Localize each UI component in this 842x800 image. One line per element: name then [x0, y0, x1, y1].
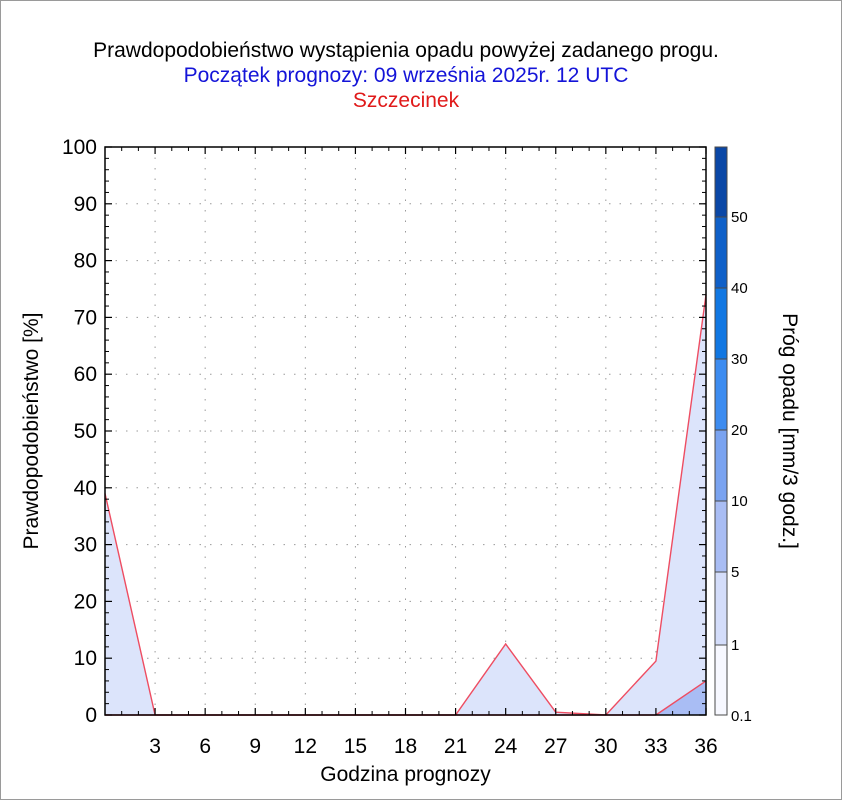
colorbar-tick-label: 1 — [731, 637, 739, 654]
x-tick-label: 3 — [149, 735, 161, 758]
y-tick-label: 0 — [85, 704, 97, 727]
x-tick-label: 21 — [444, 735, 467, 758]
y-tick-label: 100 — [62, 136, 97, 159]
colorbar-tick-label: 0.1 — [731, 708, 752, 725]
colorbar-segment — [715, 288, 727, 359]
colorbar-tick-label: 5 — [731, 564, 739, 581]
x-tick-label: 18 — [394, 735, 417, 758]
y-axis-title: Prawdopodobieństwo [%] — [20, 313, 43, 550]
x-tick-label: 30 — [594, 735, 617, 758]
colorbar-tick-labels: 0.1 1 5 10 20 30 40 50 — [731, 209, 752, 725]
grid-lines — [105, 147, 706, 715]
x-tick-label: 15 — [344, 735, 367, 758]
colorbar-tick-label: 30 — [731, 351, 748, 368]
chart-title: Prawdopodobieństwo wystąpienia opadu pow… — [93, 39, 719, 62]
x-axis-title: Godzina prognozy — [320, 763, 491, 786]
x-tick-label: 33 — [644, 735, 667, 758]
colorbar-tick-label: 40 — [731, 280, 748, 297]
y-tick-label: 90 — [74, 193, 97, 216]
x-tick-label: 6 — [199, 735, 211, 758]
y-tick-label: 50 — [74, 420, 97, 443]
y-tick-label: 80 — [74, 250, 97, 273]
y-tick-label: 70 — [74, 306, 97, 329]
colorbar-tick-label: 50 — [731, 209, 748, 226]
colorbar-segment — [715, 645, 727, 715]
x-tick-label: 27 — [544, 735, 567, 758]
x-tick-label: 12 — [294, 735, 317, 758]
y-tick-label: 60 — [74, 363, 97, 386]
chart-title-block: Prawdopodobieństwo wystąpienia opadu pow… — [0, 38, 812, 113]
x-tick-label: 24 — [494, 735, 518, 758]
colorbar-title: Próg opadu [mm/3 godz.] — [778, 313, 801, 549]
forecast-start-subtitle: Początek prognozy: 09 września 2025r. 12… — [183, 64, 629, 87]
colorbar-segment — [715, 572, 727, 645]
x-tick-labels: 3 6 9 12 15 18 21 24 27 30 33 36 — [149, 735, 717, 758]
y-tick-label: 10 — [74, 647, 97, 670]
colorbar-tick-label: 20 — [731, 422, 748, 439]
y-tick-label: 40 — [74, 477, 97, 500]
location-subtitle: Szczecinek — [352, 89, 460, 112]
colorbar-tick-label: 10 — [731, 493, 748, 510]
probability-area-0 — [105, 294, 706, 715]
x-tick-label: 9 — [249, 735, 261, 758]
y-tick-label: 20 — [74, 590, 97, 613]
colorbar — [714, 146, 728, 716]
probability-areas — [105, 294, 706, 715]
colorbar-segment — [715, 501, 727, 572]
colorbar-segment — [715, 217, 727, 288]
colorbar-segment — [715, 147, 727, 217]
y-tick-label: 30 — [74, 534, 97, 557]
colorbar-segment — [715, 359, 727, 430]
y-tick-labels: 0 10 20 30 40 50 60 70 80 90 100 — [62, 136, 97, 727]
colorbar-segment — [715, 430, 727, 501]
x-tick-label: 36 — [694, 735, 717, 758]
axis-ticks — [105, 146, 707, 716]
